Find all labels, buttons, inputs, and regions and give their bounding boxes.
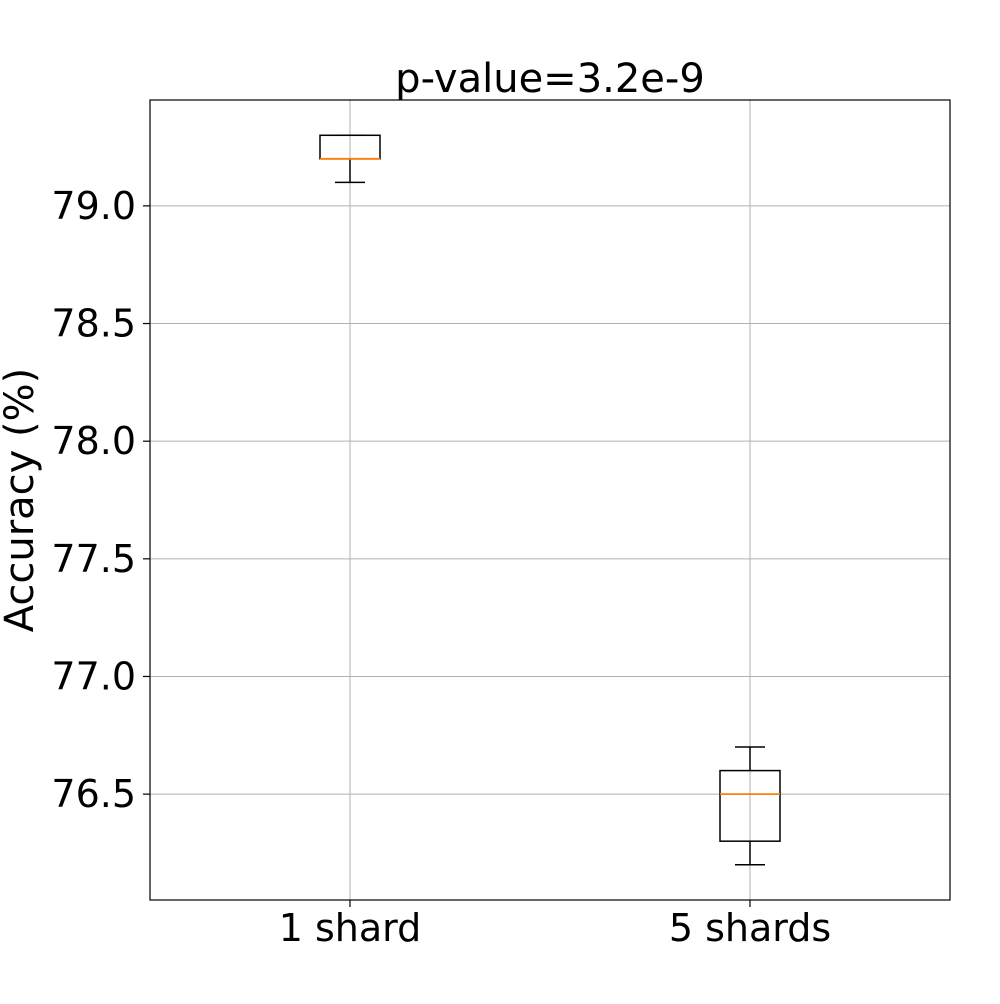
y-tick-label: 77.5	[51, 537, 136, 581]
y-tick-label: 76.5	[51, 772, 136, 816]
plot-frame	[149, 99, 951, 901]
box-1	[319, 134, 381, 184]
x-tick-label: 5 shards	[669, 906, 831, 950]
y-tick-label: 77.0	[51, 654, 136, 698]
x-tick-label: 1 shard	[279, 906, 422, 950]
y-tick-label: 78.0	[51, 419, 136, 463]
chart-title: p-value=3.2e-9	[395, 56, 705, 102]
iqr-box	[719, 769, 781, 842]
y-tick-label: 79.0	[51, 184, 136, 228]
grid-lines	[150, 100, 950, 900]
y-axis-label: Accuracy (%)	[0, 368, 43, 633]
axis-ticks: 76.5 77.0 77.5 78.0 78.5 79.0 1 shard 5 shards	[51, 184, 831, 950]
y-tick-label: 78.5	[51, 302, 136, 346]
box-2	[719, 746, 781, 866]
boxes	[319, 134, 781, 866]
